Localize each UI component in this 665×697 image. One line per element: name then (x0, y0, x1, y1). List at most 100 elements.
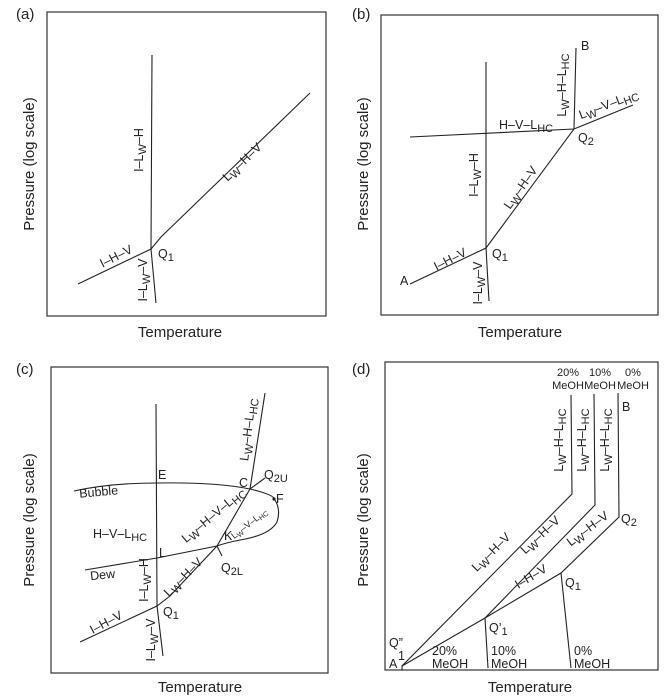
point-b: B (622, 400, 630, 414)
x-axis-label: Temperature (138, 324, 222, 341)
point-a: A (400, 274, 409, 288)
curve-lw-h-v (77, 92, 311, 285)
bottom-label-0: 0% (574, 644, 592, 658)
label-lw-h-lhc-10: LW–H–LHC (575, 408, 592, 471)
curve-0-meoh (484, 392, 620, 619)
point-q2: Q2 (621, 512, 637, 529)
plot-frame (50, 366, 329, 674)
svg-text:I–H–V: I–H–V (87, 608, 125, 637)
point-q-double-prime-1: Q” (389, 636, 403, 650)
curve-0-meoh-i-lw-v (560, 572, 572, 669)
svg-text:I–LW–H: I–LW–H (132, 128, 149, 172)
label-i-lw-v: I–LW–V (471, 261, 488, 305)
x-axis-label: Temperature (158, 679, 242, 696)
label-i-lw-v: I–LW–V (144, 618, 161, 662)
point-q2u: Q2U (264, 468, 288, 485)
curve-h-v-lhc (409, 104, 634, 138)
point-b: B (581, 39, 589, 53)
panel-label: (a) (16, 6, 34, 23)
curve-10-meoh-i-lw-v (484, 617, 489, 669)
x-axis-label: Temperature (478, 324, 562, 341)
label-lw-h-lhc: LW–H–LHC (237, 397, 262, 462)
svg-text:LW–H–LHC: LW–H–LHC (237, 397, 262, 462)
bottom-label-meoh: MeOH (574, 657, 610, 671)
point-q-double-prime-1-sub: 1 (398, 649, 405, 663)
point-f: F (276, 492, 284, 506)
svg-text:I–LW–H: I–LW–H (137, 558, 154, 602)
curve-q2u-stub (249, 477, 266, 490)
label-bubble: Bubble (79, 483, 119, 500)
svg-text:Bubble: Bubble (79, 483, 119, 500)
point-l: L (159, 546, 166, 560)
svg-text:I–H–V: I–H–V (98, 242, 136, 271)
y-axis-label: Pressure (log scale) (355, 453, 372, 586)
curve-i-lw-h (150, 54, 157, 304)
label-lw-h-lhc: LW–H–LHC (555, 53, 572, 116)
svg-text:LW–H–V: LW–H–V (220, 140, 267, 186)
point-a: A (389, 657, 398, 671)
top-label-meoh: MeOH (584, 380, 616, 392)
curve-20-meoh (401, 394, 573, 670)
svg-text:LW–H–V: LW–H–V (469, 530, 516, 577)
panel-a: (a) Temperature Pressure (log scale) I–L… (16, 6, 327, 341)
point-q1: Q1 (565, 576, 581, 593)
curve-q2l-stub (216, 545, 223, 557)
label-lw-h-v: LW–H–V (501, 163, 543, 213)
y-axis-label: Pressure (log scale) (21, 97, 38, 230)
top-label-10: 10% (589, 367, 611, 379)
svg-text:I–LW–V: I–LW–V (136, 258, 153, 302)
plot-frame (380, 14, 659, 316)
plot-frame (46, 11, 327, 317)
panel-label: (c) (16, 361, 34, 378)
panel-b: (b) Temperature Pressure (log scale) B A… (352, 6, 659, 341)
point-c: C (239, 476, 248, 490)
curve-lw-h-v (409, 47, 577, 285)
label-lw-h-v-10: LW–H–V (518, 513, 566, 559)
panel-c: (c) Temperature Pressure (log scale) LW–… (16, 361, 329, 696)
bottom-label-20: 20% (432, 644, 457, 658)
label-lw-h-lhc-20: LW–H–LHC (552, 408, 569, 471)
point-q2: Q2 (578, 131, 594, 148)
panel-label: (d) (352, 361, 370, 378)
svg-text:LW–H–V: LW–H–V (501, 163, 543, 213)
svg-text:Dew: Dew (89, 567, 116, 584)
bottom-label-10: 10% (491, 644, 516, 658)
label-lw-v-lhc: LW–V–LHC (229, 507, 270, 543)
curve-lw-h-v (79, 392, 266, 643)
point-q1: Q1 (492, 247, 508, 264)
top-label-20: 20% (557, 367, 579, 379)
svg-text:LW–H–LHC: LW–H–LHC (555, 53, 572, 116)
top-label-meoh: MeOH (617, 380, 649, 392)
point-q2l: Q2L (221, 561, 243, 578)
top-label-meoh: MeOH (552, 380, 584, 392)
plot-frame (384, 361, 659, 671)
point-q1: Q1 (163, 605, 179, 622)
label-i-lw-v: I–LW–V (136, 258, 153, 302)
panel-label: (b) (352, 6, 370, 23)
svg-text:LW–H–V: LW–H–V (161, 555, 208, 602)
y-axis-label: Pressure (log scale) (355, 97, 372, 230)
x-axis-label: Temperature (488, 679, 572, 696)
label-h-v-lhc: H–V–LHC (499, 118, 553, 135)
label-lw-h-lhc-0: LW–H–LHC (598, 408, 615, 471)
svg-text:I–LW–V: I–LW–V (471, 261, 488, 305)
label-i-h-v: I–H–V (87, 608, 125, 637)
curve-10-meoh (401, 393, 596, 667)
svg-text:I–LW–H: I–LW–H (467, 153, 484, 197)
label-i-h-v: I–H–V (432, 245, 470, 274)
label-lw-h-v: LW–H–V (161, 555, 208, 602)
svg-text:I–LW–V: I–LW–V (144, 618, 161, 662)
label-i-lw-h: I–LW–H (467, 153, 484, 197)
label-lw-v-lhc: LW–V–LHC (577, 87, 641, 125)
svg-text:I–H–V: I–H–V (432, 245, 470, 274)
svg-text:LW–H–V: LW–H–V (518, 513, 566, 559)
label-lw-h-v: LW–H–V (220, 140, 267, 186)
label-dew: Dew (89, 567, 116, 584)
label-i-h-v: I–H–V (512, 561, 550, 591)
top-label-0: 0% (625, 367, 641, 379)
curve-i-lw-h (485, 62, 490, 302)
point-q1: Q1 (158, 247, 174, 264)
curve-i-lw-h (155, 403, 164, 657)
label-h-v-lhc: H–V–LHC (93, 527, 147, 544)
